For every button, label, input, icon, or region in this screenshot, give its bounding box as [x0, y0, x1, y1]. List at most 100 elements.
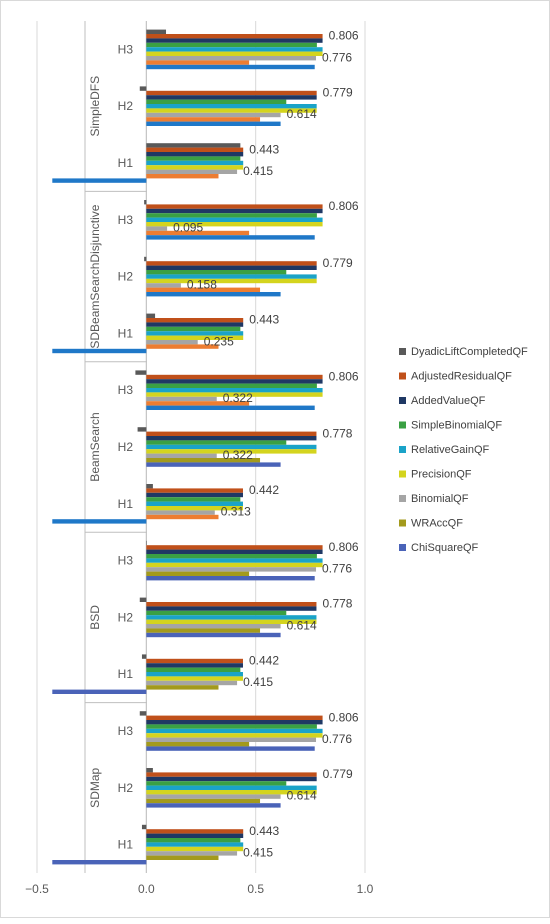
data-labels-layer: 0.806 0.776 0.779 0.614 0.443 0.415 0.806 0.095…: [173, 29, 359, 860]
bar-wraccqf: [146, 798, 261, 804]
data-label: 0.415: [243, 675, 273, 689]
bar-binomialqf: [146, 567, 317, 572]
group-separator-layer: [84, 21, 147, 873]
bar-adjustedresidualqf: [146, 488, 243, 493]
category-label: H2: [118, 440, 134, 454]
legend-swatch: [399, 519, 406, 527]
bar-adjustedresidualqf: [146, 431, 317, 436]
bar-toprank: [146, 287, 261, 292]
bar-chisquareqf: [52, 689, 147, 694]
bar-precisionqf: [146, 619, 317, 624]
bar-precisionqf: [146, 335, 244, 340]
category-label: H1: [118, 326, 134, 340]
bars-layer: [52, 29, 323, 865]
bar-dyadicliftcompletedqf: [141, 654, 147, 659]
bar-simplebinomialqf: [146, 383, 317, 388]
bar-wraccqf: [146, 855, 219, 860]
bar-binomialqf: [146, 340, 198, 345]
bar-precisionqf: [146, 278, 317, 284]
x-tick-label: −0.5: [25, 882, 49, 896]
x-tick-label: 0.0: [138, 882, 155, 896]
data-label: 0.776: [322, 561, 352, 575]
bar-succrank: [52, 178, 147, 183]
category-label: H2: [118, 610, 134, 624]
data-label: 0.806: [329, 540, 359, 554]
bar-precisionqf: [146, 846, 244, 852]
bar-addedvalueqf: [146, 38, 323, 43]
bar-adjustedresidualqf: [146, 658, 243, 664]
x-tick-labels-layer: −0.5 0.0 0.5 1.0: [25, 882, 374, 896]
bar-dyadicliftcompletedqf: [146, 313, 156, 318]
bar-precisionqf: [146, 392, 323, 397]
bar-dyadicliftcompletedqf: [146, 540, 147, 546]
legend-label: ChiSquareQF: [411, 542, 479, 554]
bar-simplebinomialqf: [146, 554, 317, 559]
bar-simplebinomialqf: [146, 326, 241, 332]
bar-adjustedresidualqf: [146, 261, 317, 266]
data-label: 0.443: [249, 824, 279, 838]
bar-relativegainqf: [146, 160, 244, 166]
bar-binomialqf: [146, 453, 217, 458]
bar-binomialqf: [146, 510, 215, 515]
bar-simplebinomialqf: [146, 99, 287, 104]
bar-binomialqf: [146, 680, 238, 686]
bar-succrank: [146, 405, 315, 410]
data-label: 0.415: [243, 164, 273, 178]
bar-adjustedresidualqf: [146, 602, 317, 607]
bar-adjustedresidualqf: [146, 34, 323, 39]
legend-swatch: [399, 544, 406, 551]
legend-label: AdjustedResidualQF: [411, 371, 512, 383]
data-label: 0.776: [322, 732, 352, 746]
bar-addedvalueqf: [146, 833, 244, 838]
bar-toprank: [146, 344, 219, 349]
data-label: 0.235: [204, 334, 234, 348]
group-label: BSD: [88, 605, 102, 630]
bar-adjustedresidualqf: [146, 204, 323, 209]
bar-succrank: [52, 519, 147, 524]
bar-chisquareqf: [146, 632, 281, 638]
bar-wraccqf: [146, 458, 261, 463]
bar-toprank: [146, 514, 219, 520]
bar-addedvalueqf: [146, 436, 317, 441]
legend-label: DyadicLiftCompletedQF: [411, 346, 528, 358]
data-label: 0.806: [329, 370, 359, 384]
bar-binomialqf: [146, 226, 168, 231]
bar-precisionqf: [146, 449, 317, 454]
bar-adjustedresidualqf: [146, 318, 244, 323]
bar-relativegainqf: [146, 558, 323, 563]
data-label: 0.313: [221, 505, 251, 519]
bar-adjustedresidualqf: [146, 772, 317, 777]
legend-label: RelativeGainQF: [411, 444, 490, 456]
bar-addedvalueqf: [146, 720, 323, 725]
bar-binomialqf: [146, 283, 181, 288]
category-label: H3: [118, 383, 134, 397]
legend-label: PrecisionQF: [411, 469, 472, 481]
bar-dyadicliftcompletedqf: [139, 86, 147, 91]
bar-precisionqf: [146, 165, 244, 170]
bar-binomialqf: [146, 851, 238, 856]
bar-relativegainqf: [146, 615, 317, 620]
data-label: 0.806: [329, 710, 359, 724]
bar-binomialqf: [146, 169, 238, 174]
bar-adjustedresidualqf: [146, 90, 317, 96]
bar-addedvalueqf: [146, 322, 244, 327]
data-label: 0.778: [322, 426, 352, 440]
bar-addedvalueqf: [146, 265, 317, 270]
bar-precisionqf: [146, 790, 317, 795]
bar-wraccqf: [146, 628, 261, 633]
bar-dyadicliftcompletedqf: [139, 711, 147, 716]
bar-succrank: [146, 64, 315, 70]
legend-swatch: [399, 372, 406, 380]
bar-relativegainqf: [146, 331, 244, 336]
bar-dyadicliftcompletedqf: [146, 29, 167, 34]
data-label: 0.443: [249, 142, 279, 156]
bar-relativegainqf: [146, 47, 323, 52]
bar-binomialqf: [146, 112, 281, 118]
category-label: H1: [118, 667, 134, 681]
bar-wraccqf: [146, 742, 250, 747]
bar-succrank: [52, 348, 147, 354]
bar-relativegainqf: [146, 672, 243, 677]
legend-swatch: [399, 348, 406, 355]
bar-precisionqf: [146, 676, 243, 681]
